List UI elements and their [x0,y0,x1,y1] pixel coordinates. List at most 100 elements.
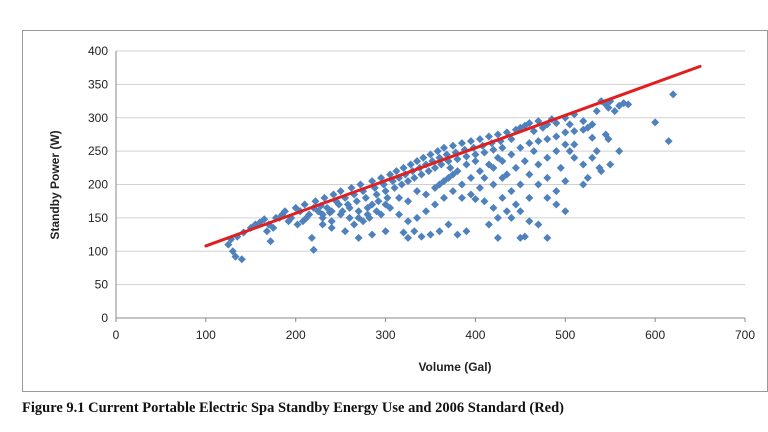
data-point [507,213,516,222]
data-point [498,143,507,152]
y-tick-label: 150 [88,211,108,225]
data-point [392,167,401,176]
data-point [529,127,538,136]
data-point [507,150,516,159]
data-point [561,207,570,216]
data-point [579,180,588,189]
data-point [422,190,431,199]
data-point [507,187,516,196]
data-point [480,197,489,206]
data-point [228,247,237,256]
data-point [588,133,597,142]
data-point [302,213,311,222]
data-point [604,135,613,144]
data-point [498,193,507,202]
data-point [534,137,543,146]
data-point [439,143,448,152]
data-point [565,147,574,156]
data-point [419,153,428,162]
x-tick-label: 400 [465,328,485,342]
data-point [480,173,489,182]
data-point [457,139,466,148]
data-point [374,197,383,206]
data-point [493,130,502,139]
data-point [345,213,354,222]
data-point [381,187,390,196]
data-point [426,230,435,239]
data-point [430,163,439,172]
data-point [552,119,561,128]
data-point [368,200,377,209]
y-tick-label: 0 [101,311,108,325]
x-axis-label: Volume (Gal) [418,360,491,374]
data-point [534,220,543,229]
data-point [327,223,336,232]
data-point [439,177,448,186]
data-point [579,117,588,126]
data-point [293,220,302,229]
data-point [520,232,529,241]
data-point [368,230,377,239]
data-point [651,118,660,127]
data-point [307,233,316,242]
data-point [669,90,678,99]
y-tick-labels: 0 50 100 150 200 250 300 350 400 [88,44,108,325]
y-tick-label: 250 [88,144,108,158]
data-point [552,187,561,196]
chart-frame: 0 50 100 150 200 250 300 350 400 0 100 200 300 400 50… [22,30,768,392]
data-point [480,148,489,157]
x-tick-label: 500 [555,328,575,342]
data-point [390,183,399,192]
data-point [345,203,354,212]
data-point [269,223,278,232]
data-point [516,207,525,216]
data-point [448,141,457,150]
data-point [534,180,543,189]
data-point [525,217,534,226]
data-point [417,170,426,179]
data-point [475,167,484,176]
data-point [341,227,350,236]
data-point [430,183,439,192]
data-points [224,90,678,264]
data-point [543,233,552,242]
data-point [466,137,475,146]
data-point [561,128,570,137]
data-point [433,147,442,156]
data-point [309,245,318,254]
data-point [462,160,471,169]
data-point [604,103,613,112]
data-point [489,203,498,212]
data-point [280,207,289,216]
data-point [525,139,534,148]
data-point [489,163,498,172]
data-point [516,180,525,189]
data-point [561,140,570,149]
data-point [489,145,498,154]
data-point [413,187,422,196]
y-tick-label: 350 [88,77,108,91]
data-point [300,200,309,209]
data-point [552,132,561,141]
data-point [363,210,372,219]
data-point [381,200,390,209]
data-point [493,213,502,222]
data-point [502,207,511,216]
data-point [588,120,597,129]
data-point [448,170,457,179]
data-point [565,120,574,129]
data-point [397,180,406,189]
data-point [318,220,327,229]
data-point [460,145,469,154]
data-point [361,193,370,202]
data-point [444,220,453,229]
data-point [502,170,511,179]
data-point [320,193,329,202]
data-point [404,177,413,186]
data-point [552,200,561,209]
data-point [413,157,422,166]
data-point [525,170,534,179]
data-point [435,227,444,236]
data-point [231,252,240,261]
data-point [516,123,525,132]
